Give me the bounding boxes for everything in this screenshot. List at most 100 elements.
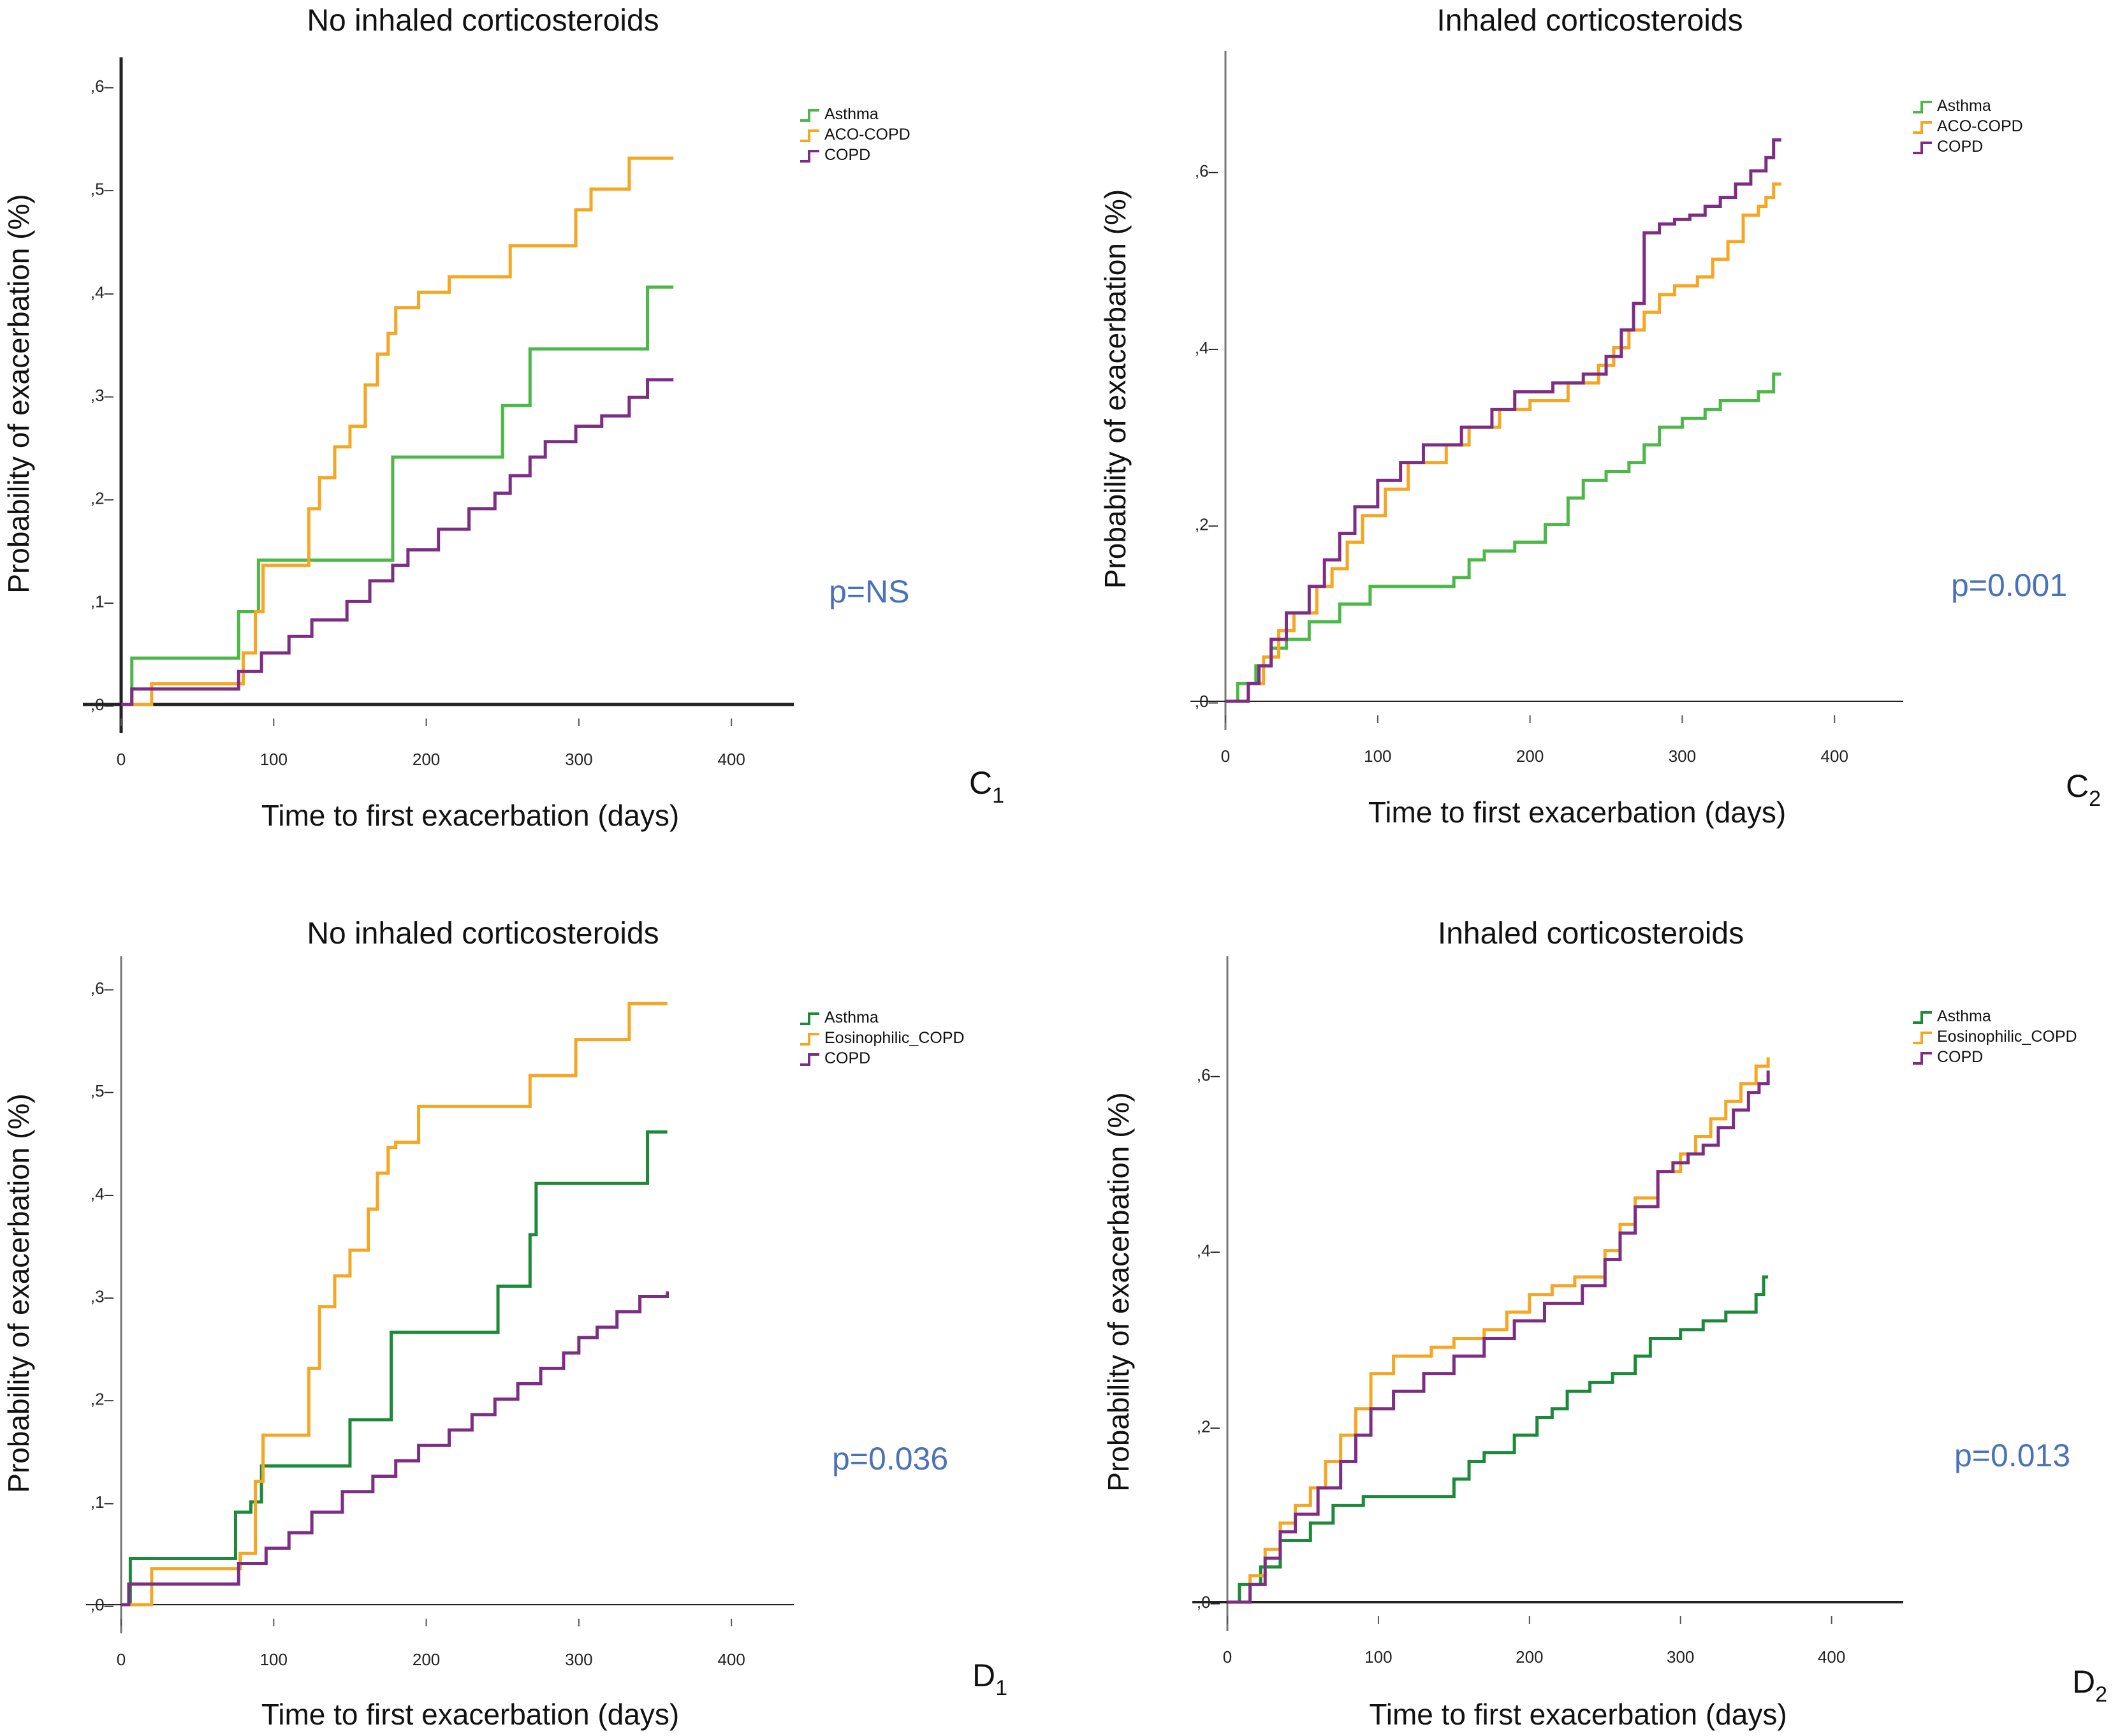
chart-panel-d1: No inhaled corticosteroids ,0– ,1– ,2– ,3– ,4… bbox=[2, 917, 1007, 1731]
legend-swatch bbox=[1913, 1052, 1932, 1065]
legend-entry: Asthma bbox=[824, 105, 879, 123]
x-tick-label: 400 bbox=[717, 750, 745, 769]
y-tick-label: ,3– bbox=[91, 386, 114, 405]
chart-title: Inhaled corticosteroids bbox=[1438, 917, 1744, 951]
legend-entry: Asthma bbox=[1937, 97, 1991, 115]
x-tick-label: 300 bbox=[1669, 747, 1696, 766]
legend-entry: COPD bbox=[1937, 1048, 1983, 1066]
legend-swatch bbox=[800, 1012, 819, 1025]
legend-swatch bbox=[1913, 1011, 1932, 1024]
y-tick-label: ,4– bbox=[1197, 1241, 1220, 1260]
panel-label: C2 bbox=[2066, 768, 2101, 811]
y-tick-label: ,2– bbox=[1195, 515, 1218, 534]
series-line-asthma bbox=[1227, 1275, 1769, 1604]
series-line-asthma bbox=[121, 285, 674, 706]
legend-swatch bbox=[1913, 142, 1932, 154]
series-line-copd bbox=[1225, 138, 1781, 703]
legend-entry: COPD bbox=[824, 146, 870, 164]
x-axis-label: Time to first exacerbation (days) bbox=[261, 799, 679, 832]
x-tick-label: 400 bbox=[1818, 1647, 1845, 1667]
x-tick-label: 300 bbox=[565, 1650, 592, 1669]
y-tick-label: ,6– bbox=[1195, 161, 1218, 180]
y-tick-label: ,2– bbox=[91, 1390, 114, 1409]
x-tick-label: 200 bbox=[413, 750, 440, 769]
legend-swatch bbox=[1913, 121, 1932, 134]
legend-swatch bbox=[1913, 1032, 1932, 1044]
y-axis-label: Probability of exacerbation (%) bbox=[1099, 189, 1132, 588]
y-tick-label: ,0– bbox=[1195, 692, 1218, 711]
x-tick-label: 300 bbox=[565, 750, 592, 769]
y-tick-label: ,5– bbox=[91, 1081, 114, 1100]
x-tick-label: 0 bbox=[1221, 747, 1230, 766]
x-tick-label: 200 bbox=[1516, 747, 1544, 766]
series-line-copd bbox=[121, 378, 674, 706]
x-tick-label: 0 bbox=[1223, 1647, 1232, 1667]
y-axis-label: Probability of exacerbation (%) bbox=[2, 1093, 35, 1492]
legend-entry: Eosinophilic_COPD bbox=[824, 1029, 965, 1047]
legend-entry: Eosinophilic_COPD bbox=[1937, 1028, 2077, 1046]
chart-title: Inhaled corticosteroids bbox=[1437, 4, 1743, 38]
y-tick-label: ,3– bbox=[91, 1287, 114, 1306]
legend-entry: COPD bbox=[824, 1049, 870, 1067]
y-tick-label: ,1– bbox=[91, 1492, 114, 1512]
chart-panel-c1: No inhaled corticosteroids ,0– ,1– ,2– ,3– ,4… bbox=[2, 4, 1004, 832]
y-tick-label: ,6– bbox=[1197, 1065, 1220, 1084]
y-tick-label: ,1– bbox=[91, 592, 114, 611]
x-tick-label: 0 bbox=[117, 1650, 126, 1669]
y-tick-label: ,4– bbox=[1195, 338, 1218, 357]
x-tick-label: 100 bbox=[260, 1650, 288, 1669]
panel-label: D2 bbox=[2072, 1664, 2107, 1707]
p-value-annotation: p=0.036 bbox=[832, 1441, 948, 1477]
chart-title: No inhaled corticosteroids bbox=[307, 917, 659, 951]
y-tick-label: ,4– bbox=[91, 1184, 114, 1203]
y-tick-label: ,6– bbox=[91, 979, 114, 998]
panel-label: D1 bbox=[972, 1658, 1007, 1700]
y-axis-label: Probability of exacerbation (%) bbox=[1102, 1092, 1135, 1491]
legend-entry: COPD bbox=[1937, 138, 1983, 156]
p-value-annotation: p=0.013 bbox=[1954, 1438, 2070, 1473]
series-line-eosinophilic-copd bbox=[121, 1002, 668, 1607]
legend-entry: Asthma bbox=[1937, 1007, 1991, 1025]
legend-swatch bbox=[800, 109, 819, 122]
series-line-copd bbox=[1227, 1070, 1770, 1604]
y-tick-label: ,6– bbox=[91, 77, 114, 96]
series-line-aco-copd bbox=[121, 156, 674, 706]
y-tick-label: ,5– bbox=[91, 180, 114, 199]
chart-panel-d2: Inhaled corticosteroids ,0– ,2– ,4– ,6– 0 100 2… bbox=[1102, 917, 2107, 1731]
chart-title: No inhaled corticosteroids bbox=[307, 4, 659, 38]
legend-swatch bbox=[800, 1033, 819, 1046]
y-axis-label: Probability of exacerbation (%) bbox=[2, 194, 35, 593]
legend-entry: ACO-COPD bbox=[1937, 117, 2023, 135]
p-value-annotation: p=0.001 bbox=[1951, 567, 2067, 603]
series-line-asthma bbox=[121, 1130, 668, 1607]
y-tick-label: ,4– bbox=[91, 282, 114, 302]
x-tick-label: 0 bbox=[117, 750, 126, 769]
x-tick-label: 100 bbox=[1364, 1647, 1392, 1667]
x-tick-label: 400 bbox=[1821, 747, 1848, 766]
x-axis-label: Time to first exacerbation (days) bbox=[261, 1698, 679, 1731]
series-line-asthma bbox=[1225, 372, 1781, 703]
legend-entry: Asthma bbox=[824, 1009, 879, 1026]
legend-swatch bbox=[800, 150, 819, 163]
x-axis-label: Time to first exacerbation (days) bbox=[1369, 1698, 1787, 1731]
x-tick-label: 400 bbox=[717, 1650, 745, 1669]
legend-entry: ACO-COPD bbox=[824, 126, 910, 143]
legend-swatch bbox=[1913, 101, 1932, 113]
y-tick-label: ,2– bbox=[1197, 1417, 1220, 1436]
x-tick-label: 100 bbox=[1364, 747, 1391, 766]
series-line-aco-copd bbox=[1225, 182, 1781, 703]
x-tick-label: 100 bbox=[260, 750, 288, 769]
x-tick-label: 200 bbox=[1516, 1647, 1543, 1667]
y-tick-label: ,0– bbox=[91, 695, 114, 714]
x-axis-label: Time to first exacerbation (days) bbox=[1368, 796, 1786, 829]
panel-label: C1 bbox=[969, 765, 1004, 808]
series-line-copd bbox=[121, 1291, 669, 1607]
legend-swatch bbox=[800, 1053, 819, 1066]
y-tick-label: ,0– bbox=[91, 1595, 114, 1614]
x-tick-label: 300 bbox=[1667, 1647, 1694, 1667]
legend-swatch bbox=[800, 129, 819, 142]
y-tick-label: ,2– bbox=[91, 489, 114, 508]
chart-panel-c2: Inhaled corticosteroids ,0– ,2– ,4– ,6– 0 100 2… bbox=[1099, 4, 2101, 829]
y-tick-label: ,0– bbox=[1197, 1593, 1220, 1612]
